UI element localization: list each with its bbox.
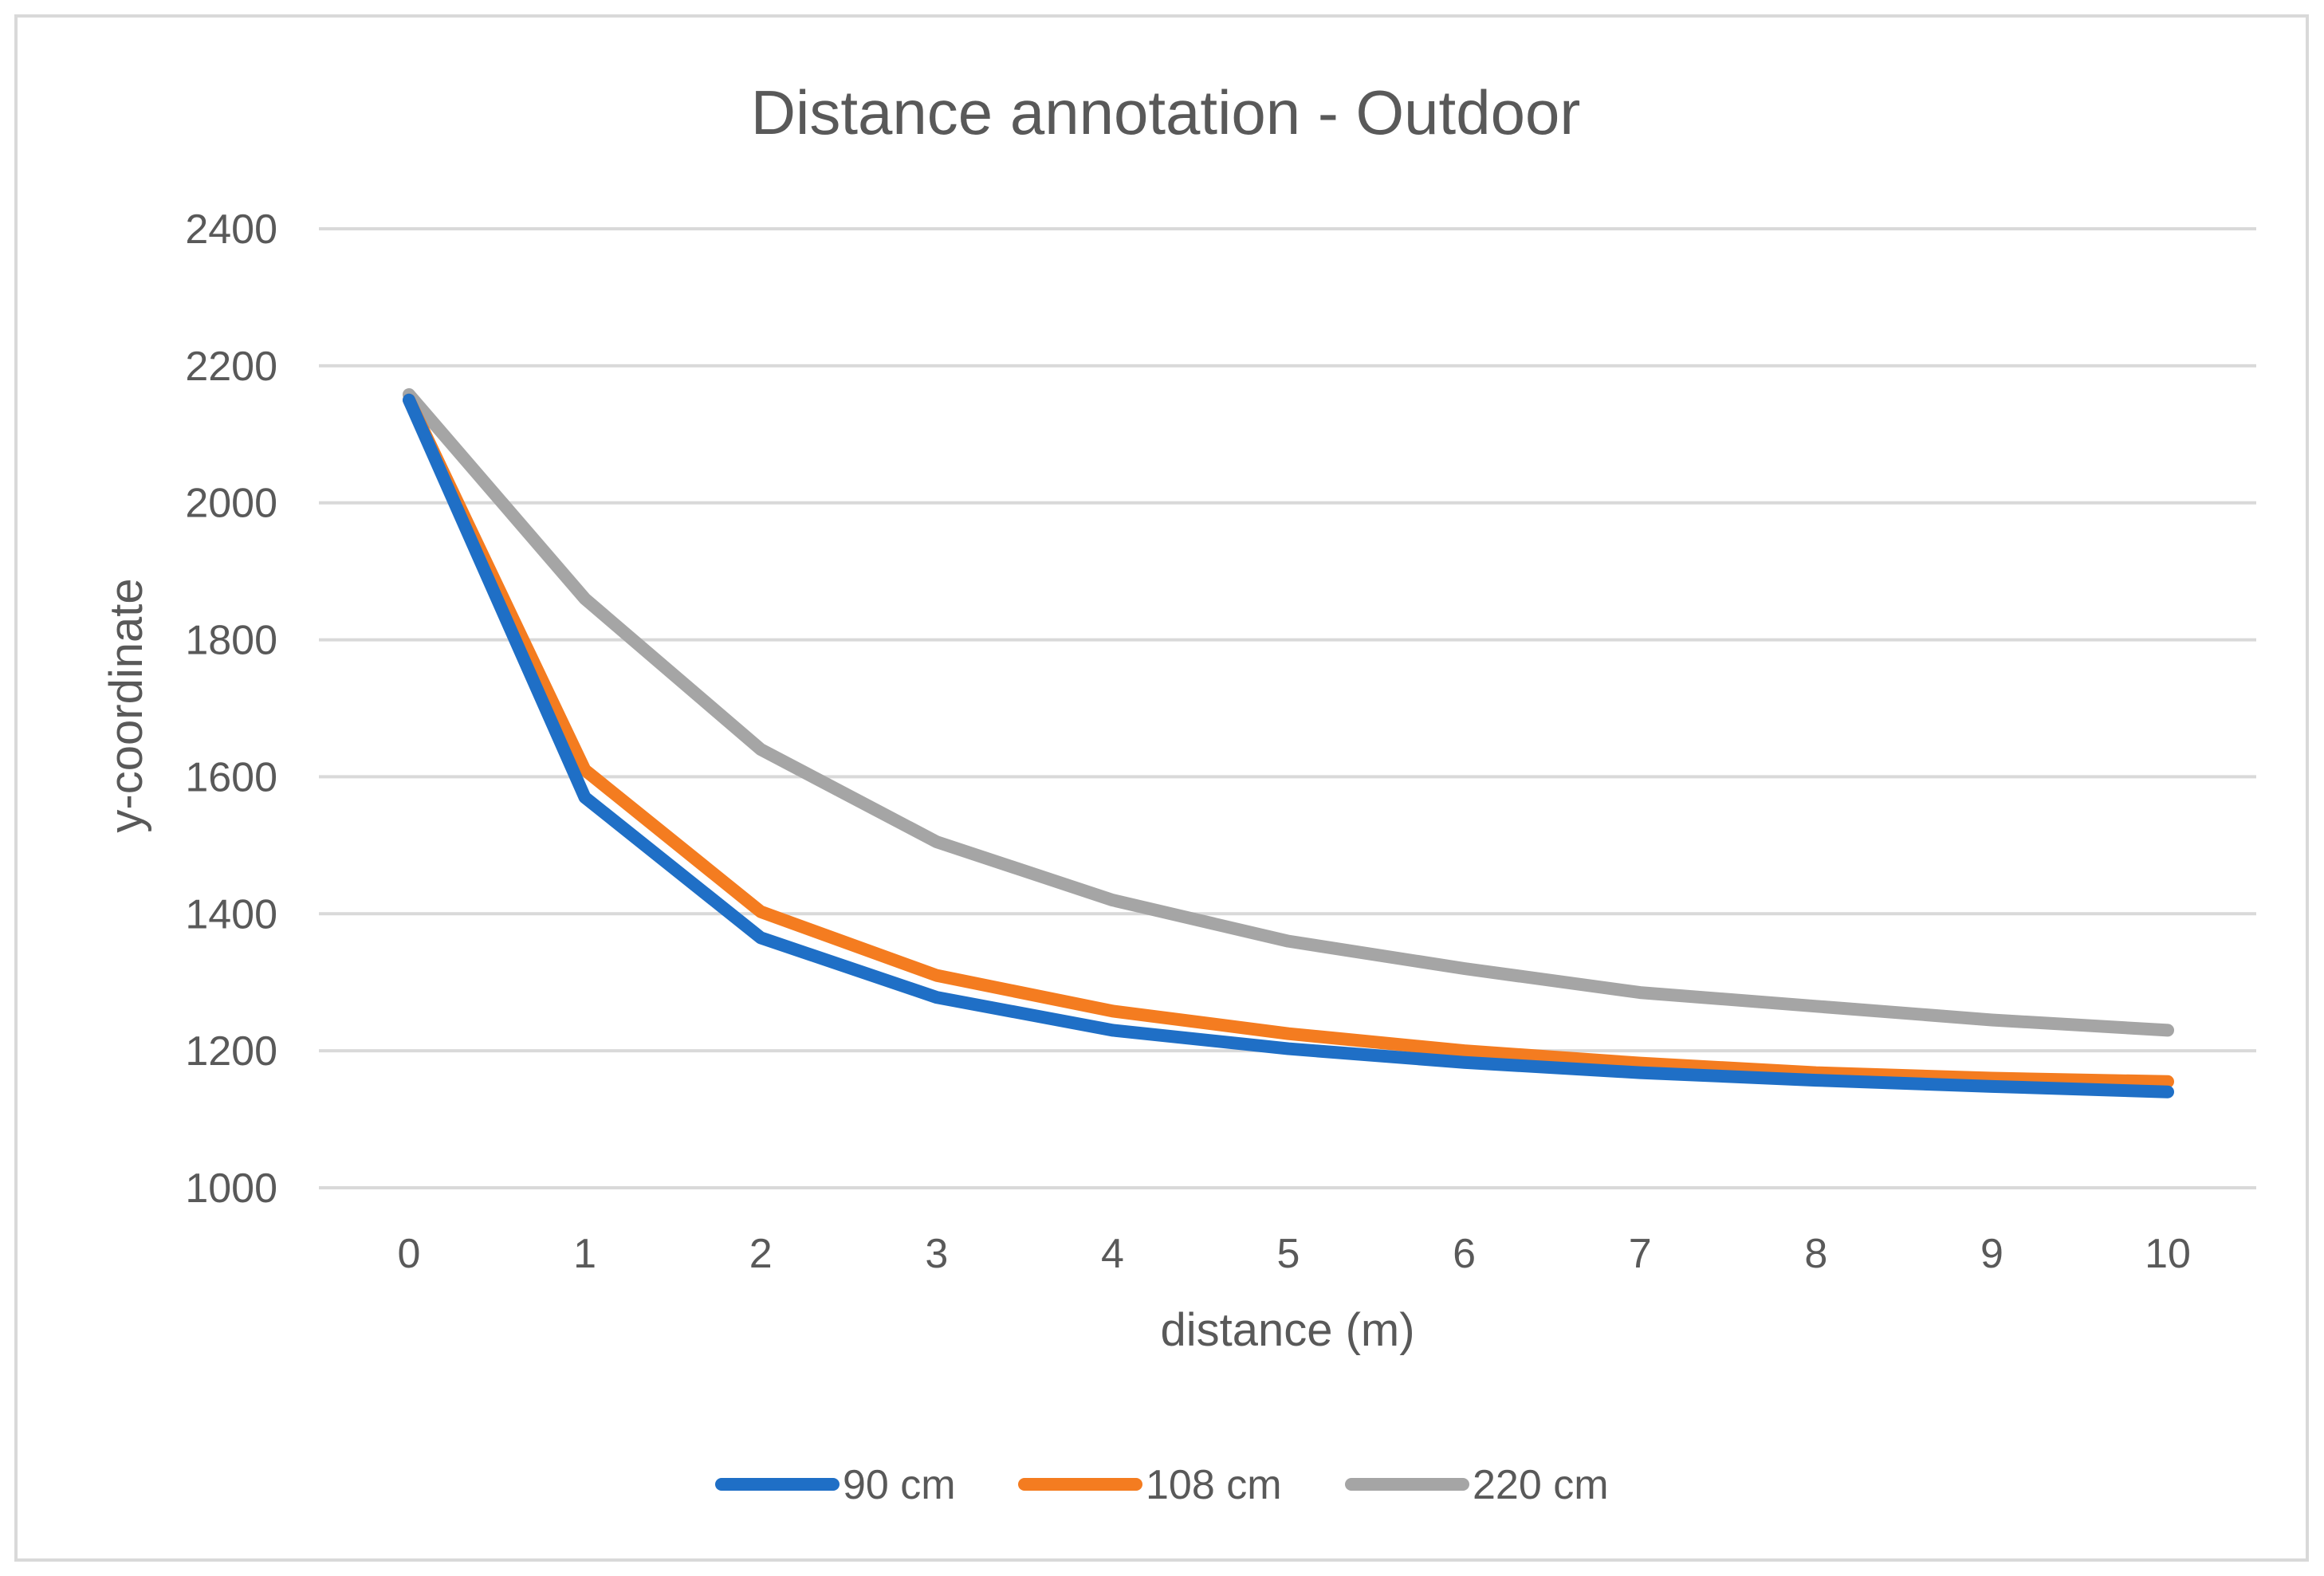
x-tick-label: 2 xyxy=(749,1231,773,1277)
series-line-108-cm xyxy=(403,393,2174,1088)
y-axis-tick-labels: 1000 1200 1400 1600 1800 2000 2200 2400 xyxy=(185,206,277,1212)
series-line-90-cm xyxy=(403,393,2174,1098)
y-tick-label: 1000 xyxy=(185,1165,277,1212)
chart-title: Distance annotation - Outdoor xyxy=(751,77,1581,147)
x-tick-label: 9 xyxy=(1980,1231,2004,1277)
x-tick-label: 0 xyxy=(398,1231,421,1277)
legend: 90 cm 108 cm 220 cm xyxy=(715,1462,1609,1508)
y-tick-label: 2000 xyxy=(185,481,277,527)
x-axis-tick-labels: 0 1 2 3 4 5 6 7 8 9 10 xyxy=(398,1231,2191,1277)
legend-label: 220 cm xyxy=(1473,1462,1609,1508)
y-tick-label: 1800 xyxy=(185,618,277,664)
series-lines xyxy=(403,387,2174,1098)
y-tick-label: 1600 xyxy=(185,754,277,800)
x-tick-label: 8 xyxy=(1804,1231,1827,1277)
series-line-220-cm xyxy=(403,387,2174,1037)
legend-label: 108 cm xyxy=(1146,1462,1282,1508)
legend-label: 90 cm xyxy=(843,1462,956,1508)
y-tick-label: 1200 xyxy=(185,1028,277,1075)
y-tick-label: 1400 xyxy=(185,891,277,937)
chart-frame xyxy=(14,14,2309,1562)
x-tick-label: 4 xyxy=(1101,1231,1124,1277)
x-tick-label: 3 xyxy=(925,1231,948,1277)
x-tick-label: 7 xyxy=(1629,1231,1652,1277)
x-tick-label: 10 xyxy=(2145,1231,2191,1277)
y-axis-title: y-coordinate xyxy=(100,578,152,832)
y-tick-label: 2200 xyxy=(185,344,277,390)
x-axis-title: distance (m) xyxy=(1160,1304,1414,1356)
x-tick-label: 5 xyxy=(1277,1231,1300,1277)
y-tick-label: 2400 xyxy=(185,206,277,253)
x-tick-label: 1 xyxy=(573,1231,596,1277)
x-tick-label: 6 xyxy=(1453,1231,1476,1277)
